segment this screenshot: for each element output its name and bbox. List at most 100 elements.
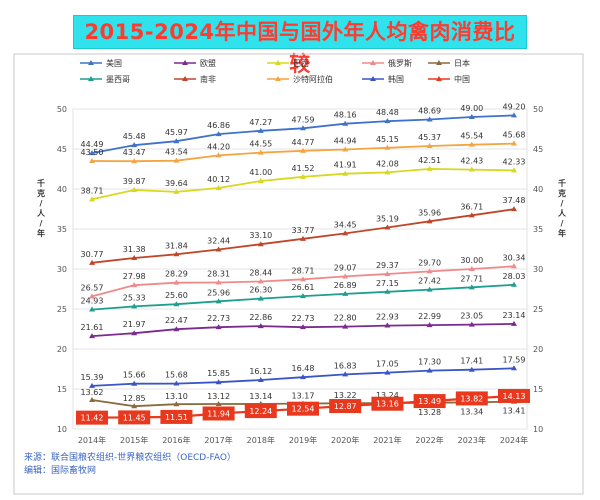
data-label: 48.69: [418, 106, 441, 115]
data-point: [468, 212, 475, 218]
data-point: [173, 301, 180, 307]
data-label: 48.16: [334, 111, 357, 120]
data-point: [511, 365, 517, 371]
data-point: [300, 173, 306, 179]
data-point: [215, 401, 222, 407]
data-label: 30.77: [81, 250, 104, 259]
data-point: [89, 196, 95, 202]
data-point: [342, 290, 349, 296]
data-label: 22.99: [418, 312, 441, 321]
data-point: [89, 382, 95, 388]
data-label: 45.15: [376, 135, 399, 144]
china-label-box: [118, 410, 151, 425]
data-label: 27.42: [418, 277, 441, 286]
data-label: 25.96: [207, 288, 230, 297]
data-point: [342, 230, 349, 236]
data-label: 37.48: [503, 196, 526, 205]
y-axis-title-right: 克: [558, 188, 566, 198]
data-label: 45.37: [418, 133, 441, 142]
china-label-box: [371, 396, 404, 411]
data-point: [384, 224, 391, 230]
data-point: [131, 282, 138, 288]
data-label: 47.59: [292, 115, 315, 124]
data-label: 22.86: [249, 313, 272, 322]
data-point: [89, 306, 95, 312]
data-label: 29.07: [334, 263, 357, 272]
data-label: 24.93: [81, 297, 104, 306]
data-label: 13.17: [292, 392, 315, 401]
data-point: [342, 120, 349, 126]
data-label: 41.52: [292, 164, 315, 173]
data-point: [215, 298, 222, 304]
data-point: [426, 116, 433, 122]
data-label: 31.84: [165, 241, 188, 250]
data-label: 17.59: [503, 355, 526, 364]
data-label: 33.10: [249, 231, 272, 240]
y-tick-label-right: 35: [533, 225, 543, 234]
data-label: 17.05: [376, 360, 399, 369]
data-point: [89, 158, 95, 163]
legend-label: 南非: [200, 74, 216, 84]
data-label: 30.34: [503, 253, 526, 262]
y-tick-label-right: 20: [533, 345, 543, 354]
data-point: [173, 138, 180, 144]
data-point: [468, 166, 475, 172]
y-tick-label-left: 50: [57, 105, 67, 114]
data-label: 43.47: [123, 148, 146, 157]
legend-marker: [436, 60, 442, 65]
y-tick-label-left: 25: [57, 305, 67, 314]
y-axis-title-left: /: [40, 199, 43, 208]
data-point: [215, 324, 222, 330]
chart-title-bar: 2015-2024年中国与国外年人均禽肉消费比较: [73, 15, 527, 76]
legend-label: 日本: [454, 58, 470, 68]
y-tick-label-left: 40: [57, 185, 67, 194]
legend-label: 巴西: [293, 59, 309, 68]
china-data-label: 12.87: [334, 402, 357, 411]
data-label: 27.98: [123, 272, 146, 281]
china-label-box: [498, 388, 530, 403]
y-axis-title-right: 年: [558, 228, 566, 238]
data-point: [342, 170, 349, 176]
y-axis-title-left: 千: [37, 178, 45, 188]
legend-label: 沙特阿拉伯: [293, 74, 333, 84]
x-tick-label: 2016年: [162, 435, 190, 445]
y-axis-title-right: /: [561, 199, 564, 208]
data-label: 17.30: [418, 358, 441, 367]
data-label: 17.41: [460, 357, 483, 366]
data-label: 25.60: [165, 291, 188, 300]
data-label: 13.41: [503, 407, 526, 416]
data-point: [257, 241, 264, 247]
data-label: 25.33: [123, 293, 146, 302]
data-point: [257, 278, 264, 284]
data-label: 42.33: [503, 157, 526, 166]
data-point: [257, 377, 264, 383]
data-point: [468, 141, 475, 147]
data-point: [300, 293, 306, 299]
china-data-label: 11.94: [207, 409, 230, 418]
data-point: [426, 165, 433, 171]
y-tick-label-right: 30: [533, 265, 543, 274]
data-point: [511, 167, 517, 173]
data-label: 21.97: [123, 320, 146, 329]
data-point: [384, 322, 391, 328]
china-data-label: 12.54: [292, 405, 315, 414]
legend-label: 韩国: [388, 74, 404, 84]
data-point: [131, 187, 138, 193]
y-tick-label-right: 45: [533, 145, 543, 154]
y-tick-label-left: 10: [57, 425, 67, 434]
data-point: [426, 218, 433, 224]
data-label: 13.24: [376, 391, 399, 400]
data-point: [89, 397, 95, 403]
y-tick-label-right: 25: [533, 305, 543, 314]
data-point: [384, 288, 391, 294]
data-label: 29.70: [418, 258, 441, 267]
y-axis-title-left: 克: [37, 188, 45, 198]
legend-marker: [370, 60, 376, 65]
data-point: [257, 149, 264, 155]
data-point: [257, 127, 264, 133]
legend-marker: [88, 60, 94, 65]
chart-frame: [13, 53, 584, 495]
x-tick-label: 2023年: [458, 435, 486, 445]
data-point: [131, 303, 138, 309]
